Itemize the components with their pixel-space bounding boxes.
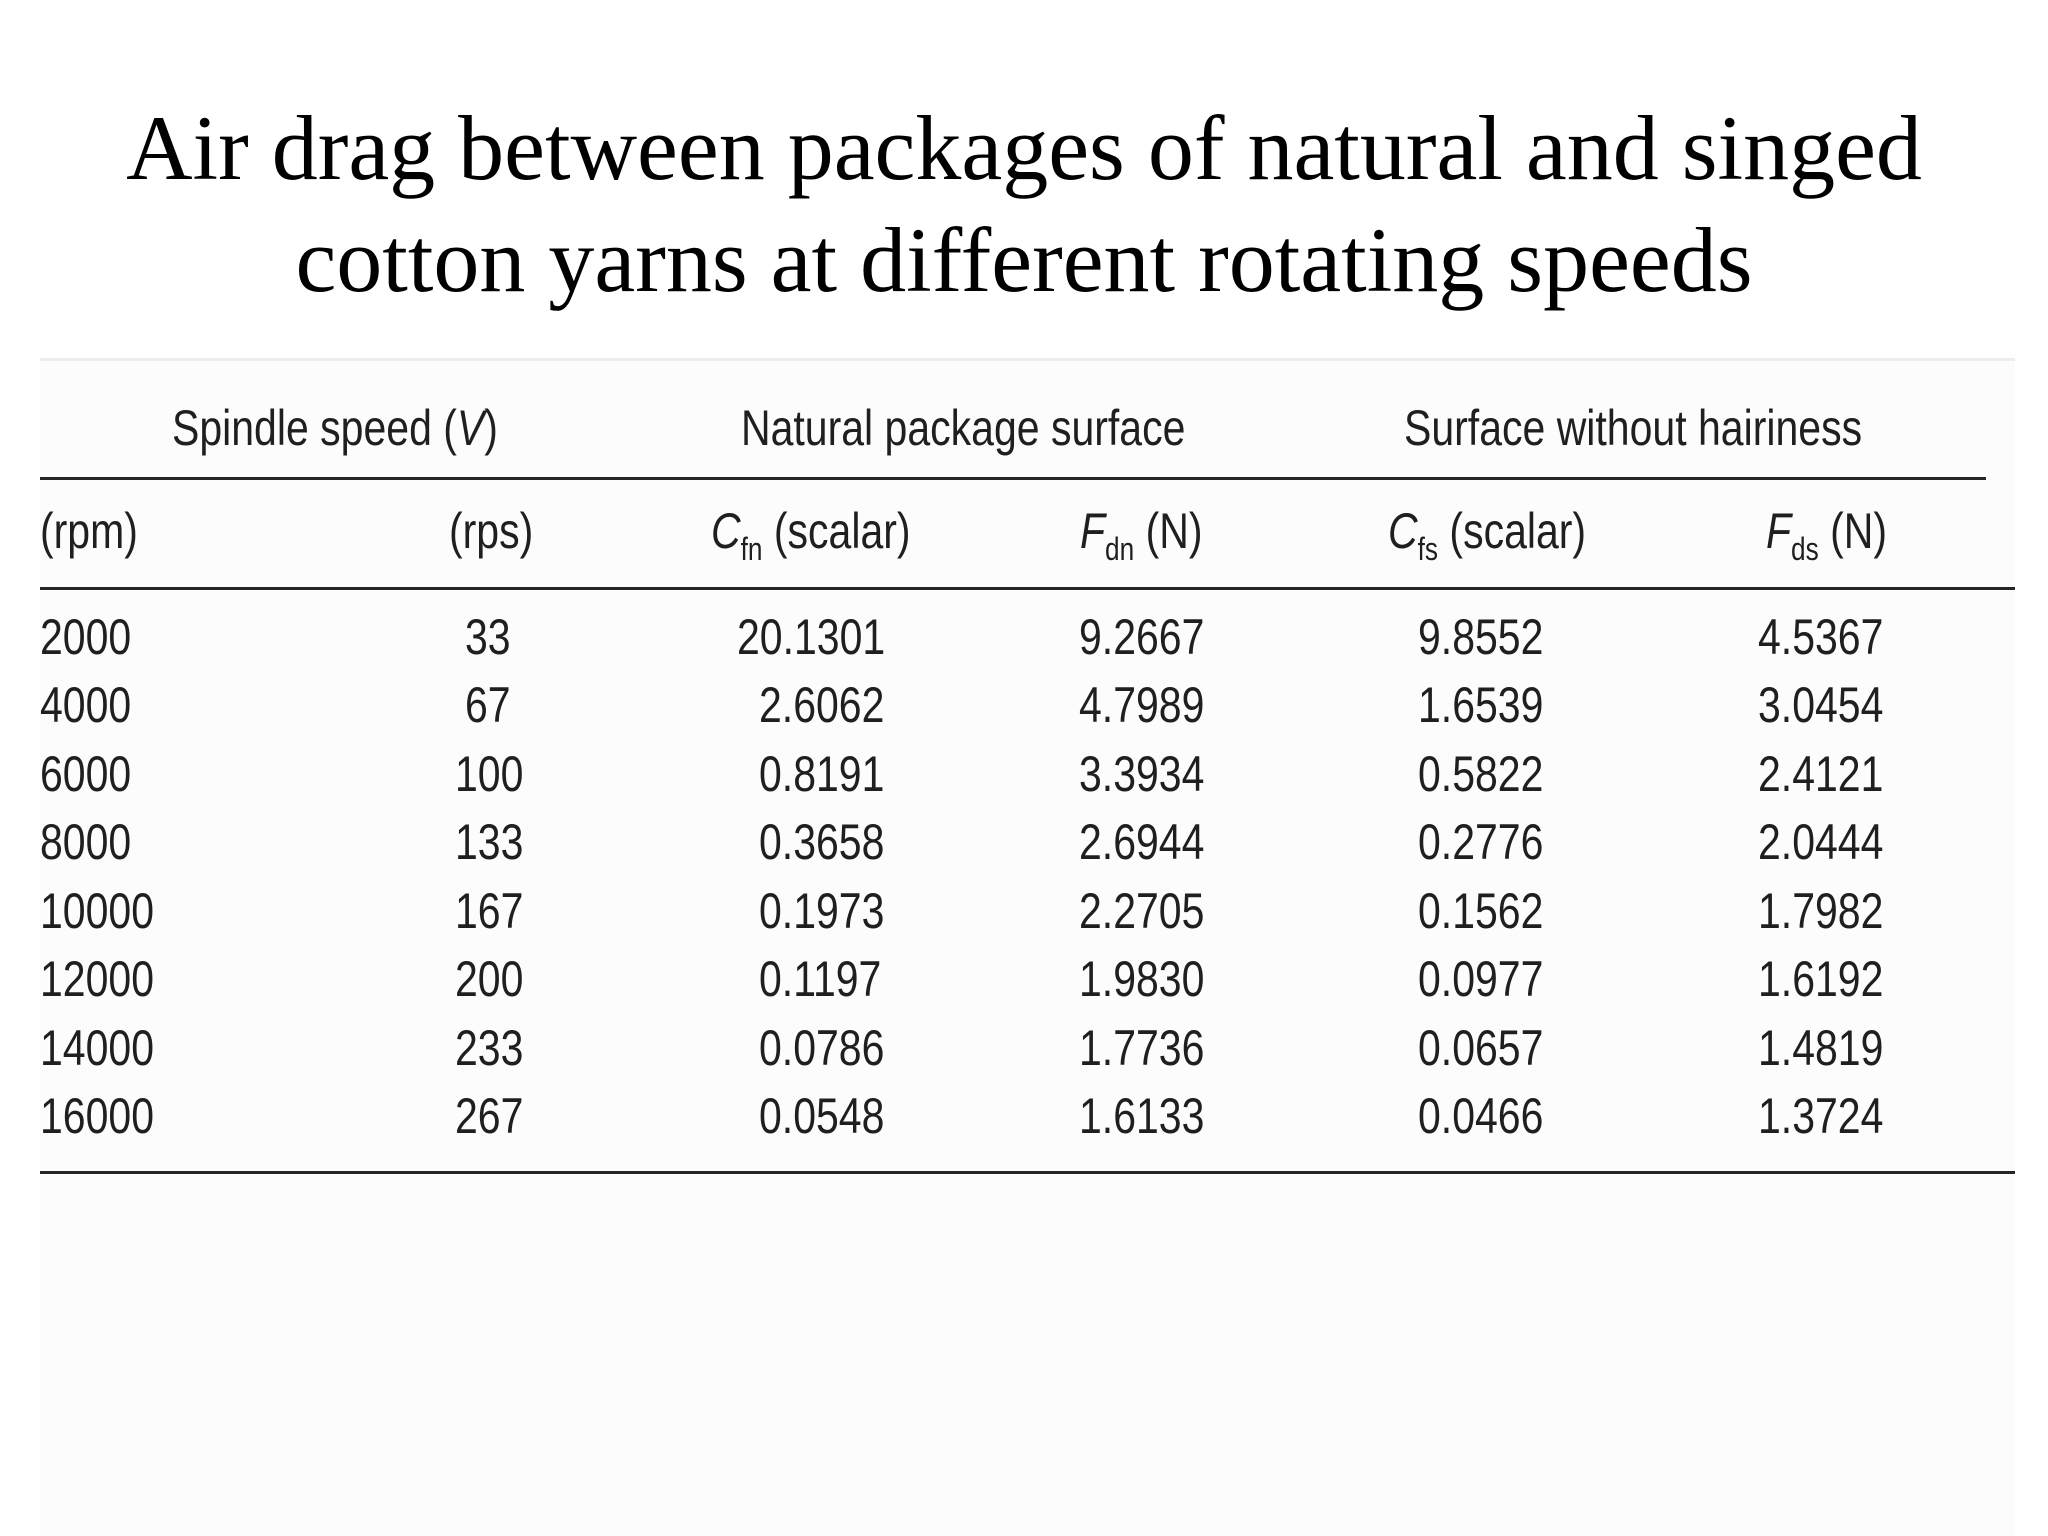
cell-fds: 2.4121 [1758,746,1884,802]
column-header-rpm: (rpm) [40,503,138,559]
cell-fds: 1.7982 [1758,883,1884,939]
cell-cfn: 0.8191 [759,746,885,802]
group-header-natural-surface: Natural package surface [741,400,1186,456]
cell-fdn: 4.7989 [1079,677,1205,733]
cell-cfs: 1.6539 [1418,677,1544,733]
cell-rps: 233 [455,1020,524,1076]
cell-rps: 133 [455,814,524,870]
cell-cfn: 0.0786 [759,1020,885,1076]
cell-cfs: 0.2776 [1418,814,1544,870]
cell-cfn: 0.1973 [759,883,885,939]
column-header-rule [40,587,2015,590]
cell-rpm: 2000 [40,609,132,665]
cell-cfn: 0.3658 [759,814,885,870]
cell-fdn: 1.7736 [1079,1020,1205,1076]
slide-title: Air drag between packages of natural and… [0,92,2048,316]
column-header-fdn: Fdn (N) [1080,503,1203,567]
cell-fds: 3.0454 [1758,677,1884,733]
cell-rpm: 14000 [40,1020,155,1076]
cell-fdn: 9.2667 [1079,609,1205,665]
cell-cfn: 20.1301 [737,609,886,665]
column-header-cfn: Cfn (scalar) [711,503,911,567]
cell-cfn: 0.1197 [759,951,882,1007]
group-header-rule [40,477,1986,480]
slide-title-line-2: cotton yarns at different rotating speed… [295,209,1753,311]
cell-rps: 100 [455,746,524,802]
slide-title-line-1: Air drag between packages of natural and… [126,97,1922,199]
cell-fdn: 1.9830 [1079,951,1205,1007]
cell-fds: 2.0444 [1758,814,1884,870]
cell-fds: 4.5367 [1758,609,1884,665]
cell-fds: 1.3724 [1758,1088,1884,1144]
group-header-spindle-speed: Spindle speed (V) [172,400,498,456]
cell-cfs: 0.0977 [1418,951,1544,1007]
cell-cfs: 9.8552 [1418,609,1544,665]
cell-fdn: 2.2705 [1079,883,1205,939]
column-header-rps: (rps) [449,503,534,559]
group-header-surface-without-hairiness: Surface without hairiness [1404,400,1863,456]
cell-rpm: 6000 [40,746,132,802]
cell-rps: 33 [465,609,511,665]
cell-rpm: 4000 [40,677,132,733]
cell-fds: 1.4819 [1758,1020,1884,1076]
table-bottom-rule [40,1171,2015,1174]
column-header-cfs: Cfs (scalar) [1388,503,1587,567]
column-header-fds: Fds (N) [1766,503,1888,567]
cell-fdn: 1.6133 [1079,1088,1205,1144]
cell-rpm: 10000 [40,883,155,939]
cell-rps: 267 [455,1088,524,1144]
cell-cfn: 0.0548 [759,1088,885,1144]
cell-cfs: 0.1562 [1418,883,1544,939]
cell-rpm: 8000 [40,814,132,870]
cell-cfn: 2.6062 [759,677,885,733]
cell-rpm: 16000 [40,1088,155,1144]
cell-cfs: 0.0657 [1418,1020,1544,1076]
cell-rps: 200 [455,951,524,1007]
cell-fdn: 2.6944 [1079,814,1205,870]
cell-fdn: 3.3934 [1079,746,1205,802]
cell-rps: 67 [465,677,511,733]
data-table: Spindle speed (V) Natural package surfac… [40,358,2015,1536]
cell-rpm: 12000 [40,951,155,1007]
cell-fds: 1.6192 [1758,951,1884,1007]
cell-rps: 167 [455,883,524,939]
cell-cfs: 0.5822 [1418,746,1544,802]
cell-cfs: 0.0466 [1418,1088,1544,1144]
table-top-edge [40,358,2015,361]
